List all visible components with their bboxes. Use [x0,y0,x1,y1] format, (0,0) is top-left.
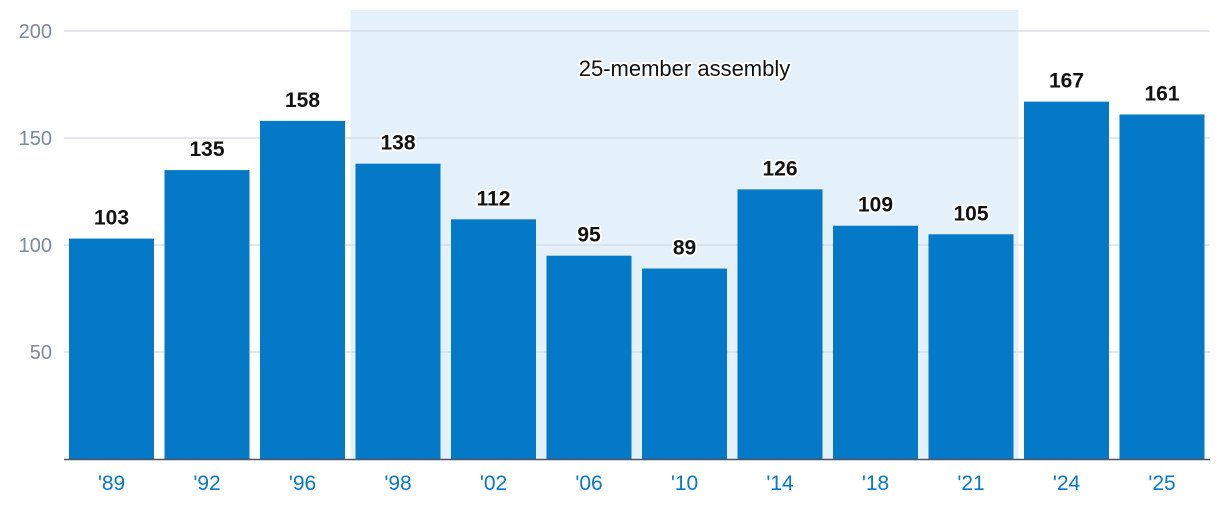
bar-25 [1119,114,1205,460]
data-label: 126 [762,157,797,180]
highlight-band-label: 25-member assembly [579,56,791,81]
x-tick-label: '18 [862,472,889,495]
x-tick-label: '06 [575,472,602,495]
x-tick-label: '92 [193,472,220,495]
x-tick-label: '14 [766,472,794,495]
x-tick-label: '24 [1053,472,1081,495]
data-label: 112 [477,187,511,210]
data-labels: 25-member assembly 103 135 158 138 112 95 89 126… [92,54,1182,262]
x-tick-label: '10 [671,472,698,495]
bar-14 [737,189,823,460]
data-label: 158 [285,89,320,112]
data-label: 89 [673,237,696,260]
y-tick-label: 50 [30,342,52,364]
data-label: 167 [1049,70,1084,93]
data-label: 95 [577,224,601,247]
data-label: 138 [380,132,415,155]
y-tick-label: 100 [19,235,52,257]
bar-21 [928,234,1014,459]
data-label: 135 [189,138,224,161]
data-label: 161 [1144,82,1179,105]
y-tick-label: 200 [19,21,52,43]
data-label: 103 [94,207,129,230]
bar-18 [833,225,918,459]
x-tick-label: '25 [1148,472,1175,495]
data-label: 109 [858,194,893,217]
gridlines [64,30,1210,353]
x-tick-label: '02 [480,472,507,495]
axes: 50 100 150 200 '89 '92 '96 '98 '02 '06 '10 '14 '18 '2… [19,21,1210,495]
bar-24 [1024,101,1109,460]
bar-06 [546,255,632,459]
y-tick-label: 150 [19,128,52,150]
data-label: 105 [953,202,988,225]
bars [69,101,1205,460]
bar-96 [260,120,345,459]
x-tick-label: '96 [289,472,316,495]
bar-10 [642,268,727,459]
bar-89 [69,238,154,459]
bar-02 [451,219,536,459]
bar-92 [164,170,250,459]
x-tick-label: '98 [384,472,411,495]
bar-98 [355,163,441,459]
x-tick-label: '21 [957,472,984,495]
x-tick-label: '89 [98,472,125,495]
